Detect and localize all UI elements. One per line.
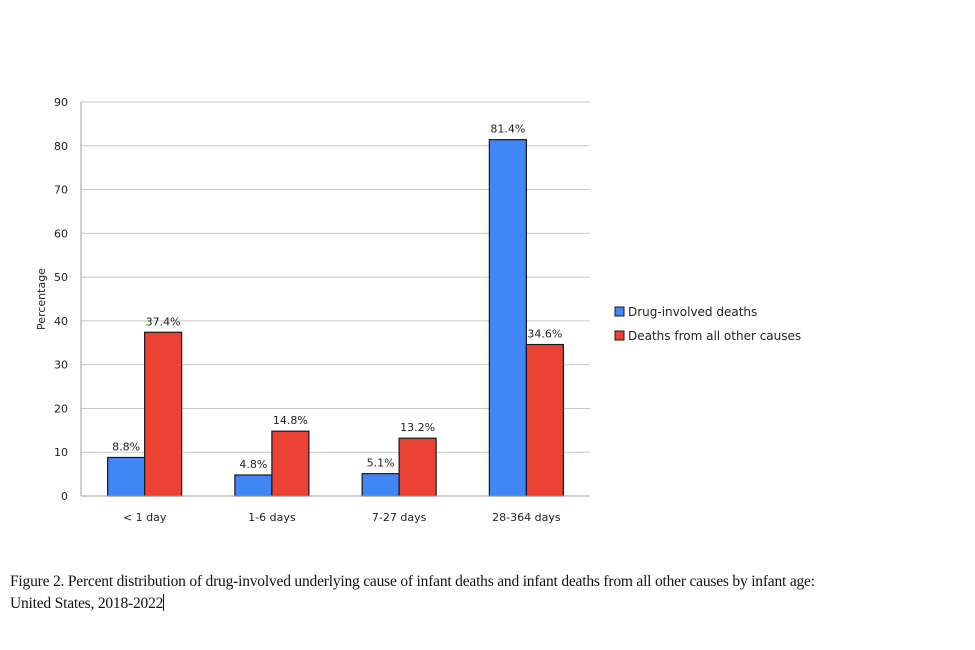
legend: Drug-involved deaths Deaths from all othe… xyxy=(614,305,801,343)
y-tick-label: 90 xyxy=(54,96,68,109)
y-tick-label: 40 xyxy=(54,315,68,328)
legend-label: Drug-involved deaths xyxy=(628,305,757,319)
bar-other-causes xyxy=(144,331,183,497)
bar-drug-involved xyxy=(488,139,527,497)
data-label: 14.8% xyxy=(273,414,308,427)
y-tick-label: 80 xyxy=(54,140,68,153)
y-axis-label: Percentage xyxy=(35,268,48,330)
y-tick-label: 50 xyxy=(54,271,68,284)
caption-line-2-wrap: United States, 2018-2022 xyxy=(10,593,972,615)
legend-label: Deaths from all other causes xyxy=(628,329,801,343)
bar-other-causes xyxy=(525,343,564,497)
x-axis-ticks: < 1 day 1-6 days 7-27 days 28-364 days xyxy=(123,511,561,524)
y-tick-label: 20 xyxy=(54,402,68,415)
data-label: 81.4% xyxy=(490,123,525,136)
y-tick-label: 0 xyxy=(61,490,68,503)
bar-other-causes xyxy=(398,437,437,497)
x-tick-label: < 1 day xyxy=(123,511,167,524)
data-label: 13.2% xyxy=(400,421,435,434)
y-axis-ticks: 0 10 20 30 40 50 60 70 80 90 xyxy=(54,96,68,503)
bar-chart: 0 10 20 30 40 50 60 70 80 90 8.8% 37.4% 4.8% 14.8% 5.… xyxy=(35,96,801,524)
caption-line-1: Figure 2. Percent distribution of drug-i… xyxy=(10,573,815,590)
bar-drug-involved xyxy=(107,456,146,497)
y-tick-label: 70 xyxy=(54,184,68,197)
data-label: 37.4% xyxy=(146,315,181,328)
caption-line-2: United States, 2018-2022 xyxy=(10,595,164,612)
legend-swatch xyxy=(614,306,625,317)
data-labels: 8.8% 37.4% 4.8% 14.8% 5.1% 13.2% 81.4% 34.6% xyxy=(112,123,562,471)
y-tick-label: 30 xyxy=(54,359,68,372)
figure-caption: Figure 2. Percent distribution of drug-i… xyxy=(10,571,972,615)
x-tick-label: 28-364 days xyxy=(492,511,561,524)
data-label: 34.6% xyxy=(527,328,562,341)
data-label: 5.1% xyxy=(367,457,395,470)
x-tick-label: 7-27 days xyxy=(372,511,427,524)
y-tick-label: 60 xyxy=(54,227,68,240)
y-tick-label: 10 xyxy=(54,446,68,459)
text-cursor xyxy=(163,594,165,611)
data-label: 8.8% xyxy=(112,440,140,453)
legend-swatch xyxy=(614,330,625,341)
bar-other-causes xyxy=(271,430,310,497)
bar-drug-involved xyxy=(234,474,273,497)
x-tick-label: 1-6 days xyxy=(248,511,296,524)
data-label: 4.8% xyxy=(239,458,267,471)
bars xyxy=(107,139,564,497)
bar-drug-involved xyxy=(361,473,400,497)
